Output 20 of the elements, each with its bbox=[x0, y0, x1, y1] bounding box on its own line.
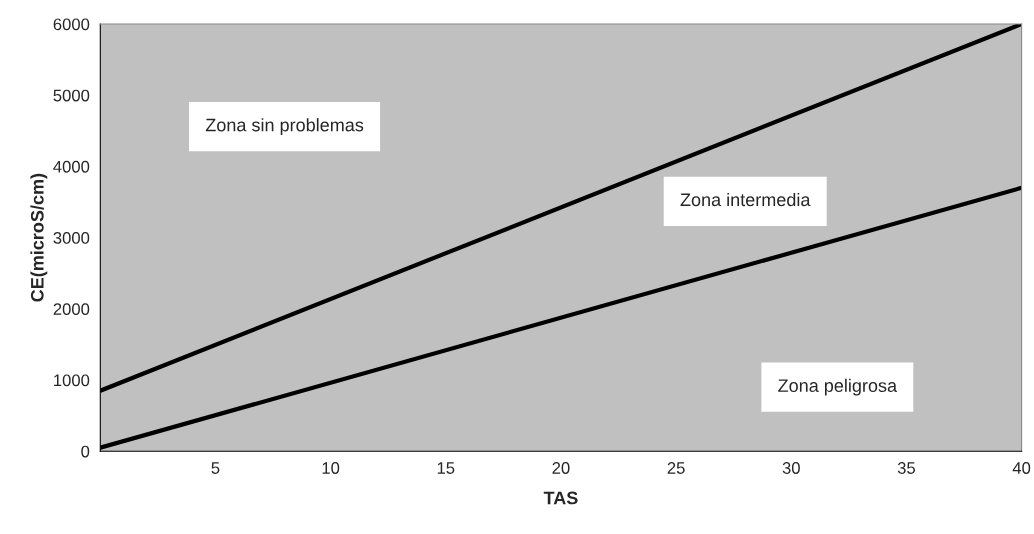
y-tick-label: 1000 bbox=[54, 374, 90, 387]
annotation: Zona peligrosa bbox=[778, 378, 898, 396]
x-tick-label: 20 bbox=[552, 462, 570, 474]
x-tick-label: 40 bbox=[1012, 462, 1031, 474]
x-axis-title: TAS bbox=[543, 491, 578, 505]
x-tick-label: 35 bbox=[897, 462, 915, 474]
y-tick-label: 3000 bbox=[53, 232, 90, 244]
y-tick-label: 0 bbox=[81, 445, 90, 458]
x-tick-label: 10 bbox=[322, 462, 340, 474]
x-tick-label: 25 bbox=[667, 462, 685, 474]
y-tick-label: 2000 bbox=[53, 303, 90, 316]
x-tick-label: 15 bbox=[437, 462, 455, 474]
x-tick-label: 5 bbox=[211, 462, 220, 474]
annotation: Zona intermedia bbox=[680, 192, 811, 207]
x-tick-label: 30 bbox=[782, 462, 800, 474]
y-tick-label: 6000 bbox=[53, 18, 90, 31]
y-tick-label: 5000 bbox=[53, 89, 90, 102]
y-axis-title: CE(microS/cm) bbox=[30, 173, 48, 302]
annotation: Zona sin problemas bbox=[205, 118, 364, 135]
y-tick-label: 4000 bbox=[53, 160, 90, 173]
